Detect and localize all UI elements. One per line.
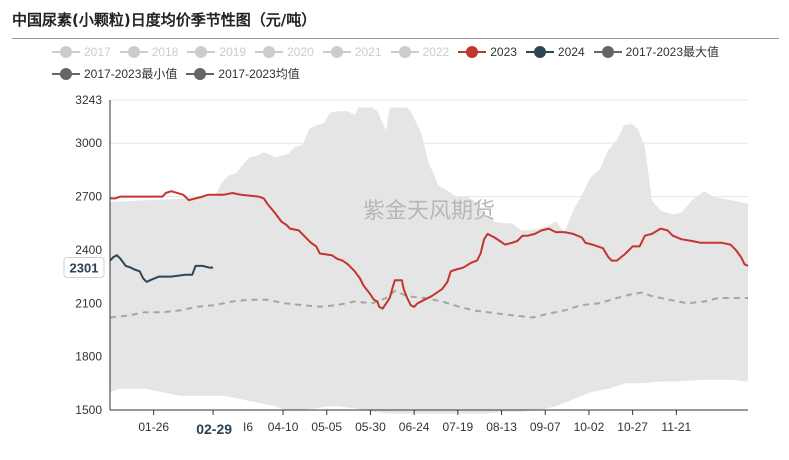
x-tick-label: 09-07 bbox=[530, 420, 561, 434]
max-min-range-band bbox=[110, 107, 748, 414]
series-line-2024 bbox=[109, 254, 214, 283]
x-tick-label: 05-05 bbox=[311, 420, 342, 434]
x-tick-label: 07-19 bbox=[442, 420, 473, 434]
x-tick-label-partial: I6 bbox=[243, 420, 253, 434]
x-pointer-badge bbox=[190, 418, 239, 438]
x-tick-label: 10-27 bbox=[617, 420, 648, 434]
legend-label: 2023 bbox=[490, 45, 517, 59]
series-lines bbox=[109, 190, 749, 319]
legend-swatch-icon bbox=[187, 46, 216, 58]
y-tick-label: 1800 bbox=[75, 350, 102, 364]
axes: 1500 1800 2100 2400 2700 3000 3243 01-26 04-10 05… bbox=[75, 93, 748, 434]
legend-label: 2018 bbox=[151, 45, 179, 59]
legend-item[interactable]: 2017-2023最大值 bbox=[593, 41, 720, 63]
x-tick-label: 01-26 bbox=[138, 420, 169, 434]
series-line-2023 bbox=[110, 190, 749, 310]
legend-swatch-icon bbox=[593, 46, 622, 58]
legend-label: 2017-2023均值 bbox=[218, 67, 300, 81]
y-tick-label: 3243 bbox=[75, 93, 102, 107]
legend-swatch-icon bbox=[52, 46, 80, 58]
x-pointer-value: 02-29 bbox=[196, 421, 232, 437]
x-tick-label: 05-30 bbox=[355, 420, 386, 434]
legend-swatch-icon bbox=[119, 46, 148, 58]
legend-item[interactable]: 2018 bbox=[119, 41, 179, 63]
legend-swatch-icon bbox=[322, 46, 351, 58]
watermark: 紫金天风期货 bbox=[363, 199, 495, 224]
title-divider bbox=[12, 38, 779, 39]
legend-swatch-icon bbox=[255, 46, 284, 58]
legend-item[interactable]: 2020 bbox=[255, 41, 314, 63]
y-pointer-value: 2301 bbox=[70, 261, 99, 276]
legend-item[interactable]: 2017-2023均值 bbox=[186, 63, 300, 85]
x-tick-label: 11-21 bbox=[661, 420, 691, 434]
y-tick-label: 2700 bbox=[75, 190, 102, 204]
axis-pointer-badges: 2301 02-29 bbox=[63, 257, 239, 438]
legend-swatch-icon bbox=[525, 46, 554, 58]
legend-item[interactable]: 2024 bbox=[525, 41, 585, 63]
legend-label: 2017-2023最大值 bbox=[625, 45, 720, 59]
legend-swatch-icon bbox=[52, 68, 80, 80]
y-tick-label: 2400 bbox=[75, 243, 102, 257]
legend-label: 2017-2023最小值 bbox=[84, 67, 178, 81]
legend-label: 2022 bbox=[422, 45, 450, 59]
legend-swatch-icon bbox=[390, 46, 419, 58]
legend-label: 2017 bbox=[84, 45, 111, 59]
legend-label: 2019 bbox=[219, 45, 247, 59]
y-tick-label: 3000 bbox=[75, 136, 102, 150]
legend-label: 2021 bbox=[354, 45, 382, 59]
y-tick-label: 1500 bbox=[75, 403, 102, 417]
legend-item[interactable]: 2021 bbox=[322, 41, 382, 63]
chart-legend: 2017 2018 2019 2020 2021 2022 2023 2024 2017-202… bbox=[52, 41, 782, 85]
chart-title: 中国尿素(小颗粒)日度均价季节性图（元/吨） bbox=[12, 11, 317, 29]
legend-item[interactable]: 2017 bbox=[52, 41, 111, 63]
legend-swatch-icon bbox=[458, 46, 487, 58]
legend-swatch-icon bbox=[186, 68, 215, 80]
legend-label: 2020 bbox=[287, 45, 314, 59]
x-tick-label: 08-13 bbox=[486, 420, 517, 434]
x-tick-label: 10-02 bbox=[574, 420, 605, 434]
legend-item[interactable]: 2023 bbox=[458, 41, 517, 63]
y-tick-label: 2100 bbox=[75, 296, 102, 310]
legend-item[interactable]: 2017-2023最小值 bbox=[52, 63, 177, 85]
y-pointer-badge bbox=[63, 257, 105, 279]
legend-label: 2024 bbox=[557, 45, 585, 59]
legend-item[interactable]: 2022 bbox=[390, 41, 450, 63]
x-tick-label: 04-10 bbox=[268, 420, 299, 434]
x-tick-label: 06-24 bbox=[399, 420, 430, 434]
legend-item[interactable]: 2019 bbox=[187, 41, 246, 63]
